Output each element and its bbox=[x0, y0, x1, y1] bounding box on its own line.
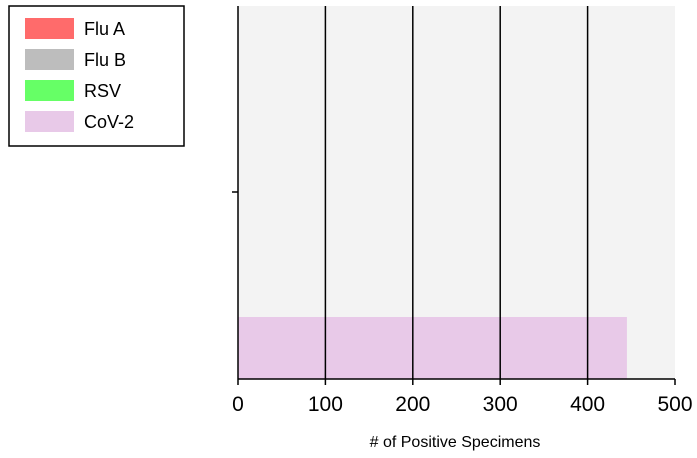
x-tick-label-400: 400 bbox=[570, 393, 605, 416]
legend-label-flu-a: Flu A bbox=[84, 19, 125, 39]
bar-cov-2 bbox=[238, 317, 627, 379]
legend-swatch-flu-a bbox=[25, 18, 74, 39]
legend-swatch-cov-2 bbox=[25, 111, 74, 132]
legend-label-rsv: RSV bbox=[84, 81, 121, 101]
x-tick-label-500: 500 bbox=[657, 393, 692, 416]
legend-label-cov-2: CoV-2 bbox=[84, 112, 134, 132]
x-axis-title: # of Positive Specimens bbox=[370, 434, 541, 451]
plot-background bbox=[238, 6, 675, 379]
x-tick-label-0: 0 bbox=[232, 393, 244, 416]
legend-swatch-flu-b bbox=[25, 49, 74, 70]
x-tick-label-200: 200 bbox=[395, 393, 430, 416]
legend-label-flu-b: Flu B bbox=[84, 50, 126, 70]
plot-area: 0 100 200 300 400 500 bbox=[232, 6, 693, 416]
legend-swatch-rsv bbox=[25, 80, 74, 101]
legend: Flu A Flu B RSV CoV-2 bbox=[8, 5, 185, 147]
x-tick-label-100: 100 bbox=[308, 393, 343, 416]
x-tick-label-300: 300 bbox=[483, 393, 518, 416]
